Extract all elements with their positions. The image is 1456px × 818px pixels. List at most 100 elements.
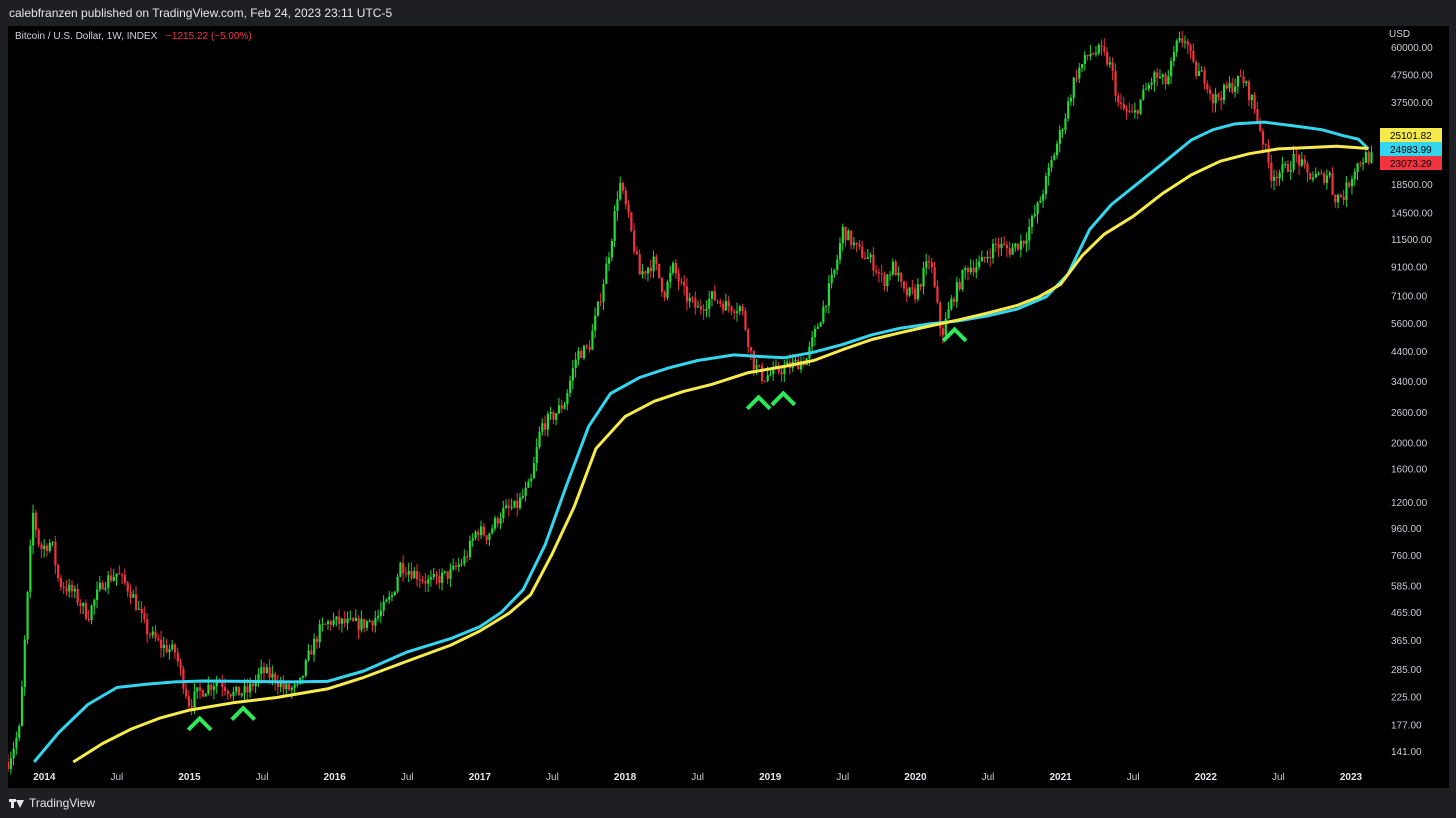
- candle-body: [73, 588, 76, 592]
- candle-body: [574, 359, 577, 369]
- candle-body: [393, 591, 396, 596]
- candle-body: [633, 230, 636, 252]
- candle-body: [1117, 95, 1120, 103]
- candle-body: [352, 618, 355, 621]
- candle-body: [449, 569, 452, 579]
- candle-body: [621, 182, 625, 191]
- candle-body: [265, 667, 268, 674]
- candle-body: [891, 261, 895, 275]
- candle-body: [602, 284, 605, 302]
- candle-body: [368, 620, 371, 622]
- candle-body: [658, 263, 661, 278]
- candle-body: [1111, 62, 1114, 71]
- candle-body: [468, 540, 472, 558]
- candle-body: [293, 684, 296, 688]
- candle-body: [1189, 45, 1192, 51]
- candle-body: [9, 758, 12, 770]
- y-tick-label: 177.00: [1391, 720, 1422, 731]
- candle-body: [176, 652, 179, 662]
- candle-body: [1211, 93, 1215, 104]
- candle-body: [349, 618, 352, 620]
- price-tag-label: 24983.99: [1390, 145, 1432, 156]
- candle-body: [338, 616, 341, 624]
- candle-body: [1097, 45, 1100, 53]
- x-tick-label: Jul: [1127, 772, 1140, 783]
- candle-body: [747, 329, 750, 348]
- candle-body: [546, 413, 549, 430]
- candle-body: [1353, 172, 1356, 180]
- chart-canvas[interactable]: 60000.00 47500.00 37500.00 18500.00 14500.00…: [8, 26, 1449, 788]
- candle-body: [927, 261, 931, 263]
- candle-body: [652, 256, 655, 272]
- candle-body: [705, 308, 708, 311]
- candle-body: [646, 267, 650, 274]
- candle-body: [1331, 173, 1334, 195]
- candle-body: [769, 373, 772, 376]
- candle-body: [402, 562, 405, 574]
- candle-body: [438, 576, 441, 583]
- x-tick-label: Jul: [546, 772, 559, 783]
- candle-body: [126, 582, 129, 592]
- candle-body: [499, 518, 502, 524]
- price-chart[interactable]: 60000.00 47500.00 37500.00 18500.00 14500.00…: [8, 26, 1449, 788]
- candle-body: [660, 277, 664, 293]
- candle-body: [121, 574, 124, 576]
- tradingview-brand[interactable]: TradingView: [9, 796, 95, 810]
- candle-body: [318, 624, 321, 643]
- candle-body: [260, 666, 263, 674]
- candle-body: [48, 542, 51, 552]
- y-tick-label: 585.00: [1391, 581, 1422, 592]
- x-tick-label: 2018: [614, 772, 637, 783]
- price-tag: [1380, 156, 1442, 170]
- candle-body: [410, 571, 413, 579]
- y-tick-label: 11500.00: [1391, 235, 1432, 246]
- candle-body: [1337, 195, 1340, 203]
- candle-body: [914, 288, 917, 300]
- candle-body: [841, 226, 844, 244]
- candle-body: [588, 346, 591, 350]
- candle-body: [360, 618, 363, 630]
- candle-body: [76, 588, 79, 603]
- candle-body: [1003, 243, 1006, 245]
- x-tick-label: Jul: [256, 772, 269, 783]
- candle-body: [54, 541, 57, 566]
- candle-body: [591, 330, 594, 350]
- candle-body: [1292, 154, 1295, 170]
- candle-body: [1081, 63, 1084, 68]
- candle-body: [1053, 155, 1056, 161]
- candle-body: [371, 620, 374, 626]
- candle-body: [37, 529, 40, 545]
- candle-body: [82, 603, 85, 607]
- candle-body: [844, 226, 847, 241]
- candle-body: [1131, 111, 1134, 113]
- candle-body: [34, 512, 38, 530]
- candle-body: [722, 303, 725, 311]
- candle-body: [168, 649, 171, 653]
- candle-body: [118, 573, 121, 575]
- x-tick-label: 2015: [178, 772, 201, 783]
- candle-body: [925, 261, 928, 268]
- candle-body: [471, 538, 474, 541]
- price-tag-label: 25101.82: [1390, 131, 1432, 142]
- candle-body: [699, 306, 703, 310]
- candle-body: [1239, 75, 1242, 77]
- candle-body: [752, 350, 755, 370]
- candle-body: [908, 287, 911, 296]
- candle-body: [421, 580, 424, 582]
- top-bar: calebfranzen published on TradingView.co…: [0, 0, 1456, 26]
- candle-body: [869, 254, 872, 258]
- candle-body: [1022, 240, 1025, 244]
- candle-body: [1253, 94, 1256, 110]
- candle-body: [1192, 50, 1195, 62]
- candle-body: [457, 564, 460, 567]
- candle-body: [691, 297, 694, 299]
- candle-body: [404, 573, 408, 575]
- candle-body: [1136, 110, 1139, 114]
- candle-body: [719, 301, 722, 304]
- candle-body: [198, 687, 202, 691]
- candle-body: [1170, 61, 1173, 77]
- candle-body: [683, 281, 686, 287]
- candle-body: [1228, 83, 1231, 89]
- candle-body: [1181, 38, 1184, 43]
- candle-body: [669, 272, 672, 282]
